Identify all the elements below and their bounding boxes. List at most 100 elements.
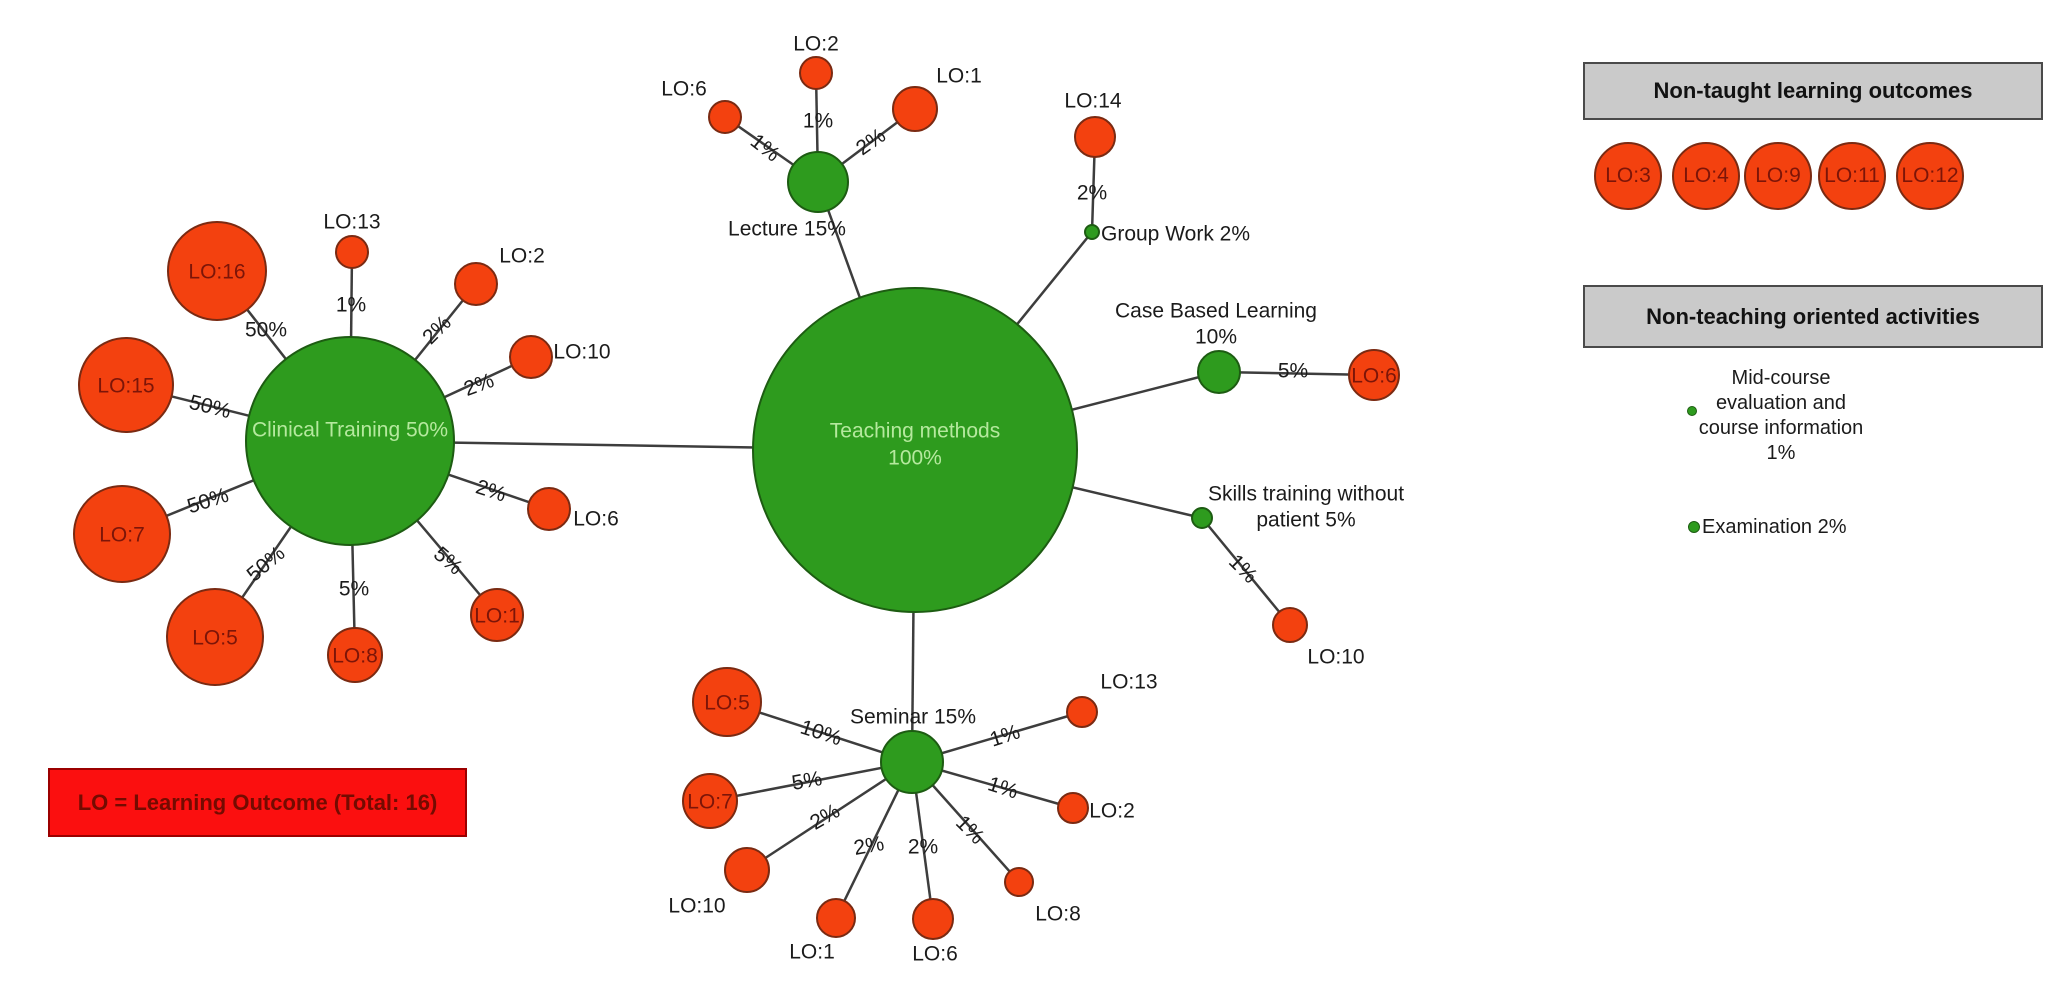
node-c13-circle <box>335 235 369 269</box>
node-b6-circle <box>1348 349 1400 401</box>
mid-course-line-1: Mid-course <box>1731 367 1831 389</box>
node-skills-circle <box>1191 507 1213 529</box>
node-m6-label: LO:6 <box>912 943 958 966</box>
edge-seminar-m13-percent-label: 1% <box>987 720 1023 751</box>
node-m5-circle <box>692 667 762 737</box>
edge-seminar-m10-percent-label: 2% <box>806 799 844 834</box>
node-m1-circle <box>816 898 856 938</box>
node-c7-circle <box>73 485 171 583</box>
node-l1-label: LO:1 <box>936 65 982 88</box>
edge-seminar-m2-percent-label: 1% <box>985 772 1021 803</box>
non-taught-outcomes-header: Non-taught learning outcomes <box>1583 62 2043 120</box>
non-taught-lo-circle-lo-12: LO:12 <box>1896 142 1964 210</box>
node-clinical-circle <box>245 336 455 546</box>
node-groupwork-circle <box>1084 224 1100 240</box>
node-c15-circle <box>78 337 174 433</box>
node-g14-circle <box>1074 116 1116 158</box>
edge-clinical-c13-percent-label: 1% <box>336 294 366 317</box>
edge-seminar-m7-percent-label: 5% <box>790 767 824 795</box>
non-taught-lo-circle-lo-9: LO:9 <box>1744 142 1812 210</box>
examination-dot-icon <box>1688 521 1700 533</box>
node-c1-circle <box>470 588 524 642</box>
node-l2-circle <box>799 56 833 90</box>
node-lecture-circle <box>787 151 849 213</box>
node-c2-label: LO:2 <box>499 245 545 268</box>
mid-course-dot-icon <box>1687 406 1697 416</box>
node-s10-label: LO:10 <box>1307 646 1364 669</box>
legend-box: LO = Learning Outcome (Total: 16) <box>48 768 467 837</box>
mid-course-item: Mid-course evaluation and course informa… <box>1690 366 1872 466</box>
node-m1-label: LO:1 <box>789 941 835 964</box>
node-teaching-label-2: 100% <box>888 447 942 470</box>
edge-seminar-m10 <box>746 760 913 872</box>
node-c2-circle <box>454 262 498 306</box>
edge-lecture-l1-percent-label: 2% <box>852 124 890 160</box>
node-c7-label: LO:7 <box>99 524 145 547</box>
node-m8-label: LO:8 <box>1035 903 1081 926</box>
edge-skills-s10 <box>1201 517 1291 626</box>
node-teaching-circle <box>752 287 1078 613</box>
non-taught-lo-circle-lo-3: LO:3 <box>1594 142 1662 210</box>
node-c10-circle <box>509 335 553 379</box>
node-c6-circle <box>527 487 571 531</box>
edge-cbl-b6-percent-label: 5% <box>1278 360 1308 383</box>
node-skills-label-2: patient 5% <box>1256 509 1355 532</box>
edge-seminar-m5-percent-label: 10% <box>797 716 844 751</box>
node-cbl-label-1: Case Based Learning <box>1115 300 1317 323</box>
non-taught-lo-circle-lo-4: LO:4 <box>1672 142 1740 210</box>
node-cbl-label-2: 10% <box>1195 326 1237 349</box>
node-seminar-label: Seminar 15% <box>850 706 976 729</box>
node-c5-circle <box>166 588 264 686</box>
edge-clinical-c7-percent-label: 50% <box>184 484 231 519</box>
node-c16-circle <box>167 221 267 321</box>
non-teaching-activities-header: Non-teaching oriented activities <box>1583 285 2043 348</box>
node-m2-label: LO:2 <box>1089 800 1135 823</box>
node-m7-circle <box>682 773 738 829</box>
node-m5-label: LO:5 <box>704 692 750 715</box>
node-c8-label: LO:8 <box>332 645 378 668</box>
node-clinical-label: Clinical Training 50% <box>252 419 448 442</box>
non-teaching-activities-title: Non-teaching oriented activities <box>1646 303 1980 329</box>
non-taught-lo-circle-lo-11: LO:11 <box>1818 142 1886 210</box>
mid-course-line-2: evaluation and <box>1715 392 1847 414</box>
examination-item: Examination 2% <box>1702 516 1847 538</box>
node-c5-label: LO:5 <box>192 627 238 650</box>
node-groupwork-label: Group Work 2% <box>1101 223 1250 246</box>
edge-groupwork-g14-percent-label: 2% <box>1077 182 1107 205</box>
node-c10-label: LO:10 <box>553 341 610 364</box>
node-c13-label: LO:13 <box>323 211 380 234</box>
node-c6-label: LO:6 <box>573 508 619 531</box>
node-l2-label: LO:2 <box>793 33 839 56</box>
edge-clinical-c6-percent-label: 2% <box>473 475 509 506</box>
node-m13-circle <box>1066 696 1098 728</box>
node-skills-label-1: Skills training without <box>1208 483 1404 506</box>
node-m7-label: LO:7 <box>687 791 733 814</box>
node-s10-circle <box>1272 607 1308 643</box>
edge-seminar-m6-percent-label: 2% <box>908 836 938 859</box>
node-seminar-circle <box>880 730 944 794</box>
node-l6-circle <box>708 100 742 134</box>
node-b6-label: LO:6 <box>1351 365 1397 388</box>
node-g14-label: LO:14 <box>1064 90 1122 113</box>
mid-course-percent: 1% <box>1766 442 1796 464</box>
edge-seminar-m1-percent-label: 2% <box>852 832 886 860</box>
node-m13-label: LO:13 <box>1100 671 1157 694</box>
node-lecture-label: Lecture 15% <box>728 218 846 241</box>
node-c15-label: LO:15 <box>97 375 154 398</box>
node-l6-label: LO:6 <box>661 78 707 101</box>
legend-label: LO = Learning Outcome (Total: 16) <box>77 789 438 815</box>
node-c1-label: LO:1 <box>474 605 520 628</box>
edge-clinical-c15-percent-label: 50% <box>187 391 233 423</box>
node-m8-circle <box>1004 867 1034 897</box>
node-l1-circle <box>892 86 938 132</box>
node-c8-circle <box>327 627 383 683</box>
edge-seminar-m7 <box>709 760 913 803</box>
edge-clinical-c5-percent-label: 50% <box>243 542 290 587</box>
edge-clinical-c16-percent-label: 50% <box>245 319 287 342</box>
node-m10-label: LO:10 <box>668 895 725 918</box>
edge-clinical-c10-percent-label: 2% <box>461 369 497 401</box>
node-teaching-label-1: Teaching methods <box>830 420 1000 443</box>
node-m10-circle <box>724 847 770 893</box>
